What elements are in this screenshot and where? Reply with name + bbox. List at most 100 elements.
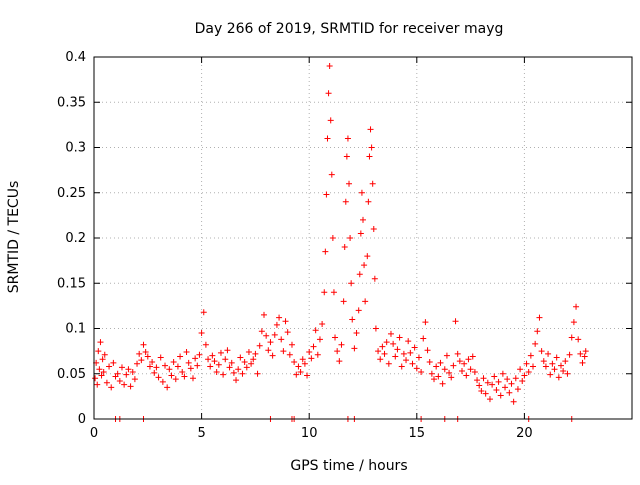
data-point: [183, 349, 190, 356]
data-point: [521, 372, 528, 379]
data-point: [185, 359, 192, 366]
data-point: [461, 360, 468, 367]
data-point: [493, 387, 500, 394]
data-point: [341, 244, 348, 251]
data-point: [140, 341, 147, 348]
data-point: [426, 358, 433, 365]
data-point: [458, 368, 465, 375]
data-point: [577, 350, 584, 357]
data-point: [573, 303, 580, 310]
data-point: [474, 377, 481, 384]
data-point: [365, 198, 372, 205]
data-point: [131, 376, 138, 383]
data-point: [324, 135, 331, 142]
data-point: [149, 358, 156, 365]
data-point: [579, 359, 586, 366]
data-point: [482, 390, 489, 397]
x-tick-label: 0: [90, 426, 98, 441]
data-point: [555, 374, 562, 381]
data-point: [159, 378, 166, 385]
data-point: [564, 370, 571, 377]
data-point: [121, 381, 128, 388]
data-point: [319, 320, 326, 327]
data-points: [92, 63, 589, 422]
data-point: [502, 384, 509, 391]
data-point: [276, 314, 283, 321]
data-point: [329, 235, 336, 241]
data-point: [162, 362, 169, 369]
data-point: [288, 341, 295, 348]
data-point: [168, 372, 175, 379]
data-point: [144, 353, 151, 360]
data-point: [527, 352, 534, 359]
data-point: [452, 318, 459, 325]
data-point: [209, 352, 216, 359]
data-point: [368, 144, 375, 151]
data-point: [405, 338, 412, 345]
data-point: [437, 359, 444, 366]
data-point: [407, 349, 414, 356]
data-point: [413, 365, 420, 372]
data-point: [213, 368, 220, 375]
data-point: [367, 126, 374, 133]
y-tick-label: 0.05: [57, 367, 86, 382]
data-point: [435, 373, 442, 380]
data-point: [353, 330, 360, 337]
y-axis-title: SRMTID / TECUs: [6, 181, 22, 294]
data-point: [265, 347, 272, 354]
data-point: [491, 373, 498, 380]
data-point: [136, 350, 143, 357]
data-point: [450, 362, 457, 369]
data-point: [418, 368, 425, 375]
data-point: [439, 380, 446, 387]
data-point: [525, 368, 532, 375]
data-point: [441, 366, 448, 373]
data-point: [478, 387, 485, 394]
data-point: [467, 366, 474, 373]
x-tick-label: 20: [516, 426, 533, 441]
plot-frame: [93, 56, 633, 420]
data-point: [523, 360, 530, 367]
data-point: [471, 368, 478, 375]
data-point: [202, 341, 209, 348]
data-point: [514, 386, 521, 393]
data-point: [295, 363, 302, 370]
data-point: [476, 382, 483, 389]
data-point: [312, 327, 319, 334]
x-axis-ticks: 0 5 10 15 20: [90, 57, 533, 441]
data-point: [92, 375, 99, 382]
data-point: [134, 360, 141, 367]
data-point: [211, 358, 218, 365]
data-point: [394, 346, 401, 353]
data-point: [181, 373, 188, 380]
data-point: [205, 356, 212, 363]
data-point: [372, 325, 379, 332]
y-tick-label: 0.1: [65, 322, 86, 337]
y-axis-ticks: 0 0.05 0.1 0.15 0.2 0.25 0.3 0.35 0.4: [57, 50, 632, 427]
y-tick-label: 0.15: [57, 276, 86, 291]
data-point: [256, 342, 263, 349]
data-point: [194, 362, 201, 369]
data-point: [480, 375, 487, 382]
data-point: [127, 383, 134, 390]
data-point: [411, 344, 418, 351]
data-point: [224, 347, 231, 354]
data-point: [330, 289, 337, 296]
data-point: [504, 376, 511, 383]
data-point: [125, 366, 132, 373]
data-point: [381, 350, 388, 357]
data-point: [542, 363, 549, 370]
data-point: [570, 319, 577, 326]
data-point: [400, 350, 407, 357]
data-point: [360, 216, 366, 223]
data-point: [508, 380, 515, 387]
data-point: [273, 321, 280, 328]
data-point: [392, 353, 399, 360]
x-tick-label: 15: [409, 426, 426, 441]
data-point: [192, 355, 199, 362]
data-point: [582, 348, 589, 355]
data-point: [469, 353, 476, 360]
data-point: [250, 356, 257, 363]
data-point: [328, 171, 335, 178]
y-tick-label: 0.35: [57, 95, 86, 110]
